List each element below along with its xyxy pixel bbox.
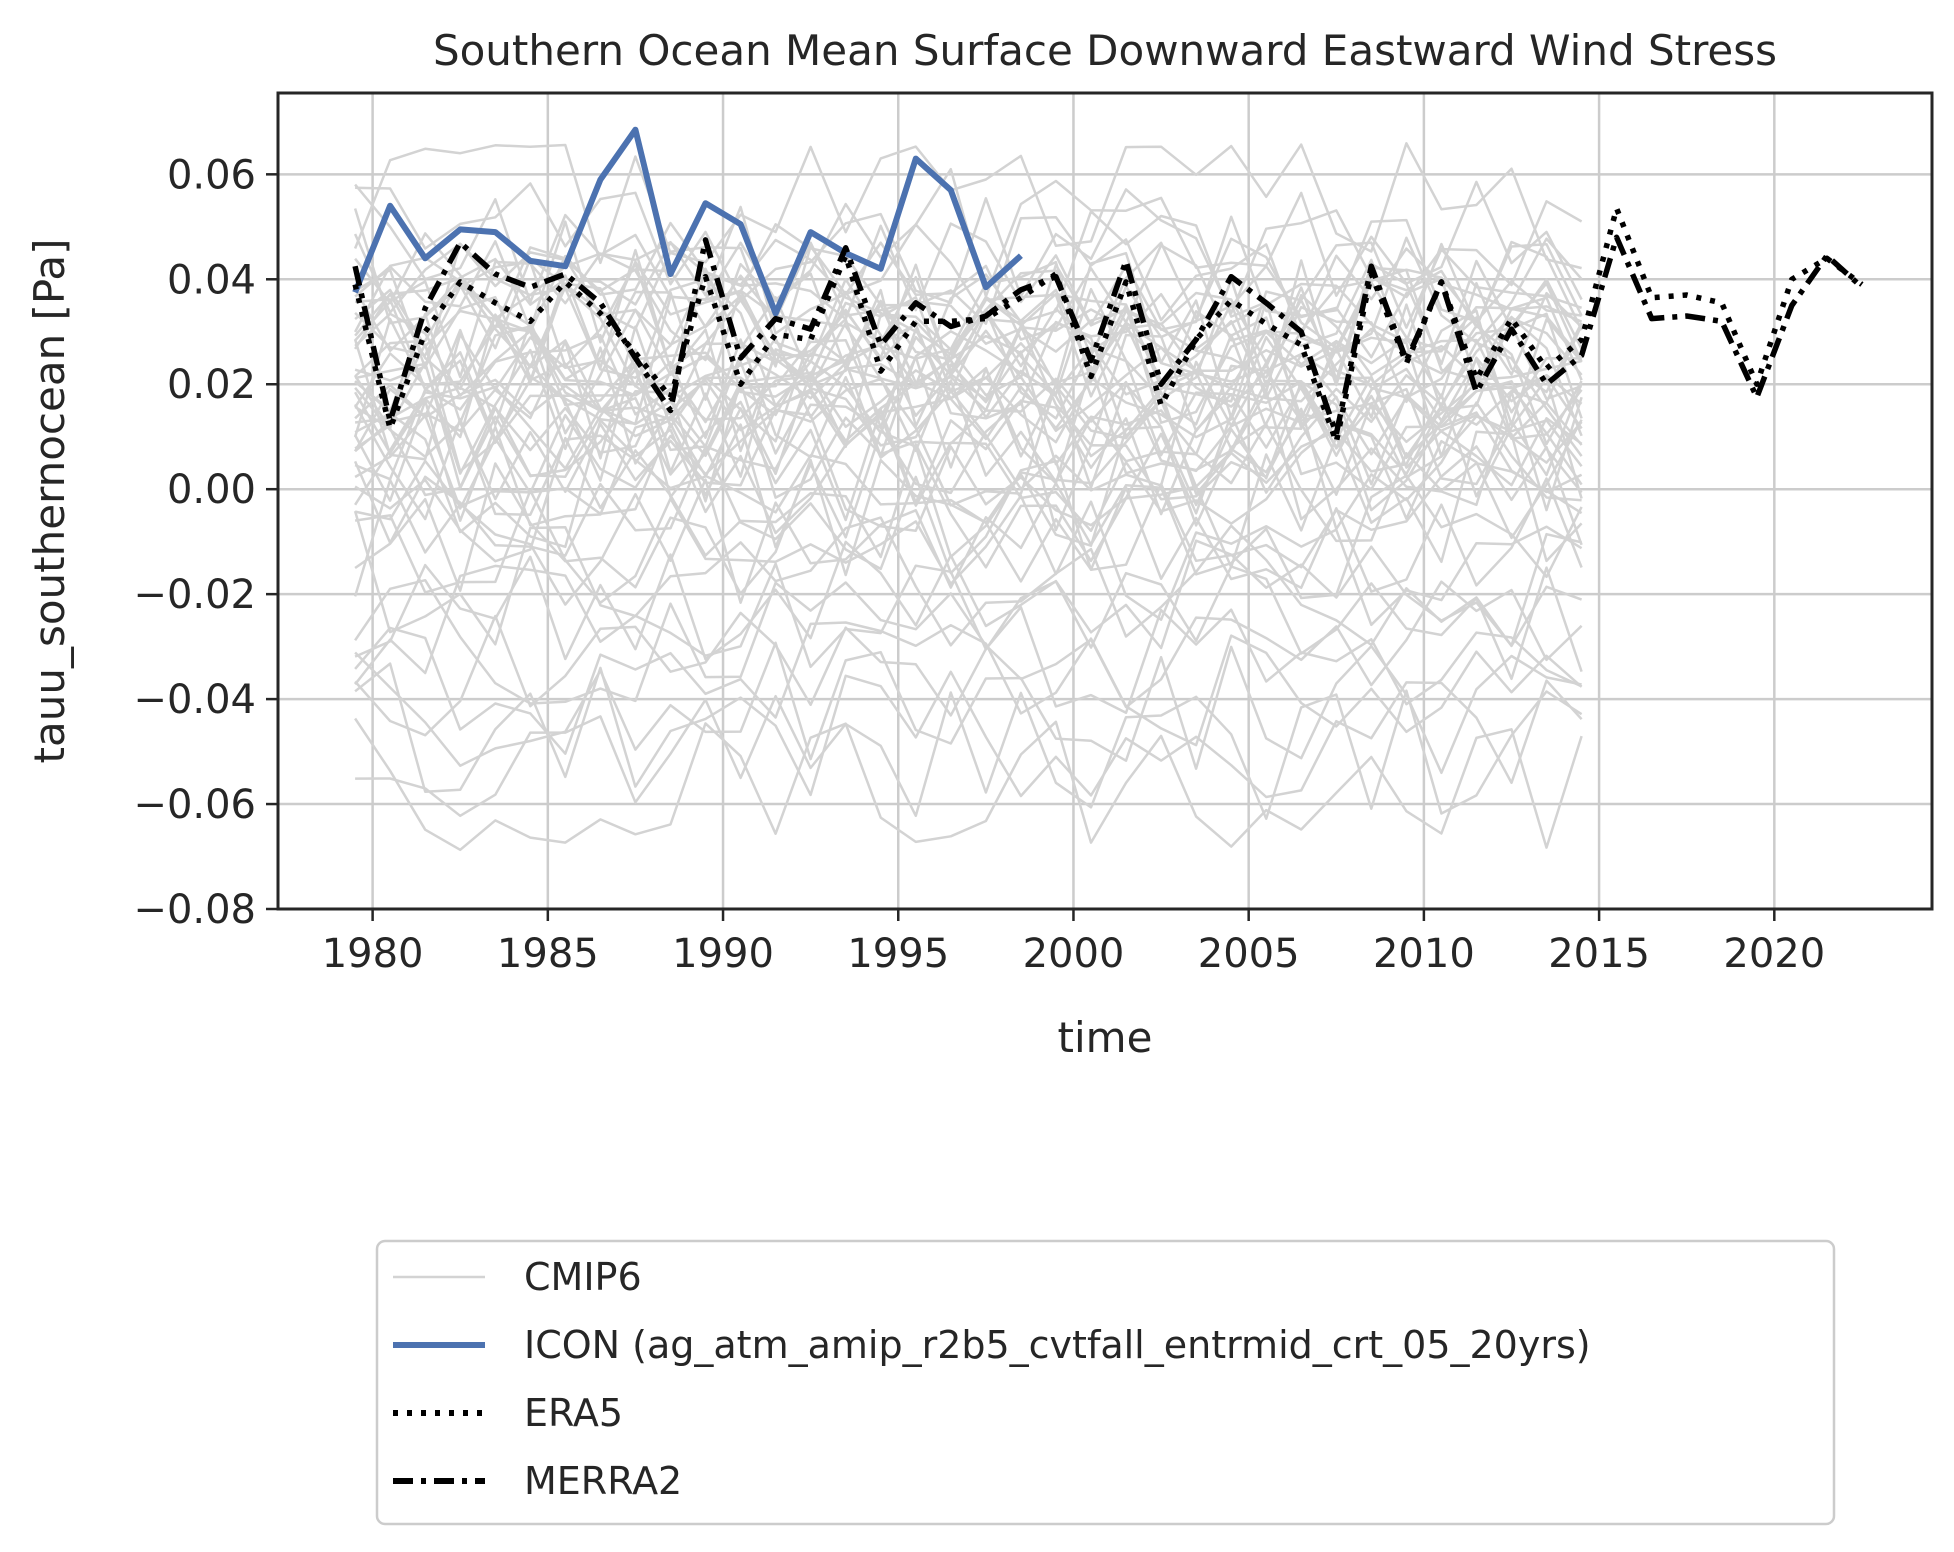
y-tick-label-7: −0.08 bbox=[133, 887, 256, 933]
cmip6-member-34 bbox=[354, 377, 1583, 507]
y-tick-label-5: −0.04 bbox=[133, 677, 256, 723]
x-tick-label-6: 2010 bbox=[1373, 931, 1475, 977]
cmip6-member-0 bbox=[353, 142, 1582, 270]
chart-title: Southern Ocean Mean Surface Downward Eas… bbox=[433, 26, 1777, 75]
x-axis-label: time bbox=[1058, 1013, 1153, 1062]
cmip6-member-5 bbox=[354, 215, 1583, 352]
cmip6-member-22 bbox=[354, 313, 1583, 449]
series-lines bbox=[352, 126, 1864, 445]
cmip6-member-45 bbox=[354, 489, 1583, 627]
cmip6-member-47 bbox=[354, 532, 1582, 661]
legend-label-1: ICON (ag_atm_amip_r2b5_cvtfall_entrmid_c… bbox=[524, 1323, 1591, 1367]
legend-label-2: ERA5 bbox=[524, 1391, 623, 1435]
cmip6-member-53 bbox=[354, 662, 1583, 799]
cmip6-member-50 bbox=[354, 605, 1583, 737]
y-tick-label-3: 0.00 bbox=[167, 467, 256, 513]
cmip6-member-8 bbox=[354, 240, 1583, 362]
y-axis-label: tauu_southernocean [Pa] bbox=[25, 239, 74, 764]
y-tick-label-1: 0.04 bbox=[167, 257, 256, 303]
cmip6-member-25 bbox=[353, 325, 1583, 461]
x-tick-label-8: 2020 bbox=[1723, 931, 1825, 977]
cmip6-member-44 bbox=[353, 474, 1583, 606]
legend: CMIP6 ICON (ag_atm_amip_r2b5_cvtfall_entr… bbox=[375, 1239, 1836, 1526]
cmip6-member-36 bbox=[353, 389, 1583, 527]
cmip6-member-33 bbox=[354, 375, 1583, 503]
plot-frame bbox=[276, 91, 1934, 911]
y-tick-label-2: 0.02 bbox=[167, 362, 256, 408]
cmip6-member-35 bbox=[354, 380, 1583, 516]
cmip6-member-54 bbox=[355, 689, 1583, 820]
legend-label-3: MERRA2 bbox=[524, 1459, 682, 1503]
cmip6-member-51 bbox=[354, 621, 1583, 755]
cmip6-member-55 bbox=[354, 717, 1583, 852]
legend-frame bbox=[375, 1239, 1836, 1526]
x-tick-label-3: 1995 bbox=[847, 931, 949, 977]
x-tick-label-4: 2000 bbox=[1023, 931, 1125, 977]
series-line-era5 bbox=[352, 205, 1864, 445]
cmip6-lines bbox=[353, 142, 1583, 852]
cmip6-member-28 bbox=[354, 341, 1583, 476]
x-tick-label-7: 2015 bbox=[1548, 931, 1650, 977]
cmip6-member-48 bbox=[354, 562, 1583, 686]
x-tick-label-1: 1985 bbox=[497, 931, 599, 977]
cmip6-member-41 bbox=[354, 430, 1583, 569]
cmip6-member-17 bbox=[355, 293, 1583, 421]
y-axis: 0.06 0.04 0.02 0.00 −0.02 −0.04 −0.06 −0.08 bbox=[133, 152, 278, 933]
x-axis: 1980 1985 1990 1995 2000 2005 2010 2015 2020 bbox=[322, 909, 1825, 977]
cmip6-member-38 bbox=[354, 399, 1582, 532]
x-tick-label-0: 1980 bbox=[322, 931, 424, 977]
y-tick-label-0: 0.06 bbox=[167, 152, 256, 198]
series-line-icon bbox=[352, 126, 1023, 317]
cmip6-member-29 bbox=[354, 348, 1583, 485]
legend-label-0: CMIP6 bbox=[524, 1255, 642, 1299]
cmip6-member-37 bbox=[354, 393, 1583, 532]
y-tick-label-4: −0.02 bbox=[133, 572, 256, 618]
x-tick-label-2: 1990 bbox=[672, 931, 774, 977]
y-tick-label-6: −0.06 bbox=[133, 782, 256, 828]
cmip6-member-46 bbox=[353, 510, 1583, 648]
cmip6-member-49 bbox=[354, 578, 1583, 709]
cmip6-member-39 bbox=[354, 412, 1583, 549]
grid bbox=[278, 93, 1932, 911]
cmip6-member-10 bbox=[354, 248, 1582, 383]
x-tick-label-5: 2005 bbox=[1198, 931, 1300, 977]
